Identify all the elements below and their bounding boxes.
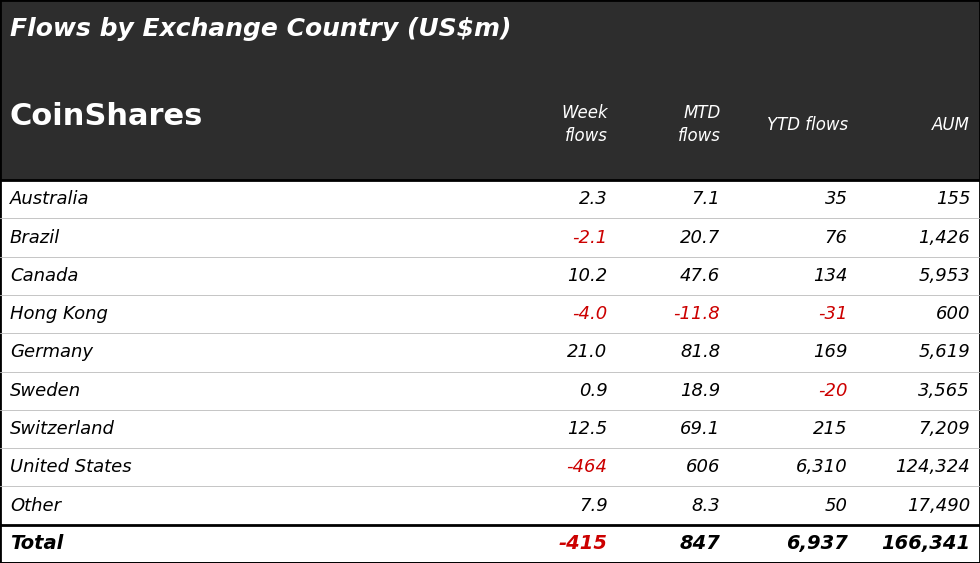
Text: 69.1: 69.1 — [680, 420, 720, 438]
Text: Australia: Australia — [10, 190, 89, 208]
Text: -415: -415 — [559, 534, 608, 553]
Text: 124,324: 124,324 — [896, 458, 970, 476]
Text: Hong Kong: Hong Kong — [10, 305, 108, 323]
Text: 6,310: 6,310 — [796, 458, 848, 476]
Text: 76: 76 — [825, 229, 848, 247]
Text: 134: 134 — [813, 267, 848, 285]
Text: -11.8: -11.8 — [673, 305, 720, 323]
Text: 17,490: 17,490 — [906, 497, 970, 515]
Text: Other: Other — [10, 497, 61, 515]
Text: Total: Total — [10, 534, 63, 553]
Text: 7.1: 7.1 — [692, 190, 720, 208]
Text: 606: 606 — [686, 458, 720, 476]
Text: 169: 169 — [813, 343, 848, 361]
Text: 18.9: 18.9 — [680, 382, 720, 400]
Text: -464: -464 — [566, 458, 608, 476]
Text: 12.5: 12.5 — [567, 420, 608, 438]
Text: 5,619: 5,619 — [918, 343, 970, 361]
Text: United States: United States — [10, 458, 131, 476]
Text: -31: -31 — [818, 305, 848, 323]
Text: 10.2: 10.2 — [567, 267, 608, 285]
Text: Brazil: Brazil — [10, 229, 60, 247]
Text: 35: 35 — [825, 190, 848, 208]
Text: 50: 50 — [825, 497, 848, 515]
Text: 215: 215 — [813, 420, 848, 438]
Text: CoinShares: CoinShares — [10, 102, 203, 131]
Text: 8.3: 8.3 — [692, 497, 720, 515]
Text: 1,426: 1,426 — [918, 229, 970, 247]
Text: 20.7: 20.7 — [680, 229, 720, 247]
Text: Germany: Germany — [10, 343, 93, 361]
Text: YTD flows: YTD flows — [766, 115, 848, 133]
Text: 166,341: 166,341 — [881, 534, 970, 553]
Text: -2.1: -2.1 — [572, 229, 608, 247]
Text: 7.9: 7.9 — [579, 497, 608, 515]
Text: 21.0: 21.0 — [567, 343, 608, 361]
Text: 7,209: 7,209 — [918, 420, 970, 438]
Text: 600: 600 — [936, 305, 970, 323]
Text: Sweden: Sweden — [10, 382, 81, 400]
Text: 47.6: 47.6 — [680, 267, 720, 285]
Text: -4.0: -4.0 — [572, 305, 608, 323]
Text: MTD
flows: MTD flows — [677, 105, 720, 145]
Text: 2.3: 2.3 — [579, 190, 608, 208]
Text: Switzerland: Switzerland — [10, 420, 115, 438]
Text: 5,953: 5,953 — [918, 267, 970, 285]
Text: 81.8: 81.8 — [680, 343, 720, 361]
Text: AUM: AUM — [932, 115, 970, 133]
Text: Flows by Exchange Country (US$m): Flows by Exchange Country (US$m) — [10, 17, 512, 41]
Bar — [0, 0, 980, 180]
Text: 6,937: 6,937 — [786, 534, 848, 553]
Text: -20: -20 — [818, 382, 848, 400]
Text: 3,565: 3,565 — [918, 382, 970, 400]
Text: 155: 155 — [936, 190, 970, 208]
Text: Week
flows: Week flows — [561, 105, 608, 145]
Text: Canada: Canada — [10, 267, 78, 285]
Text: 0.9: 0.9 — [579, 382, 608, 400]
Text: 847: 847 — [679, 534, 720, 553]
